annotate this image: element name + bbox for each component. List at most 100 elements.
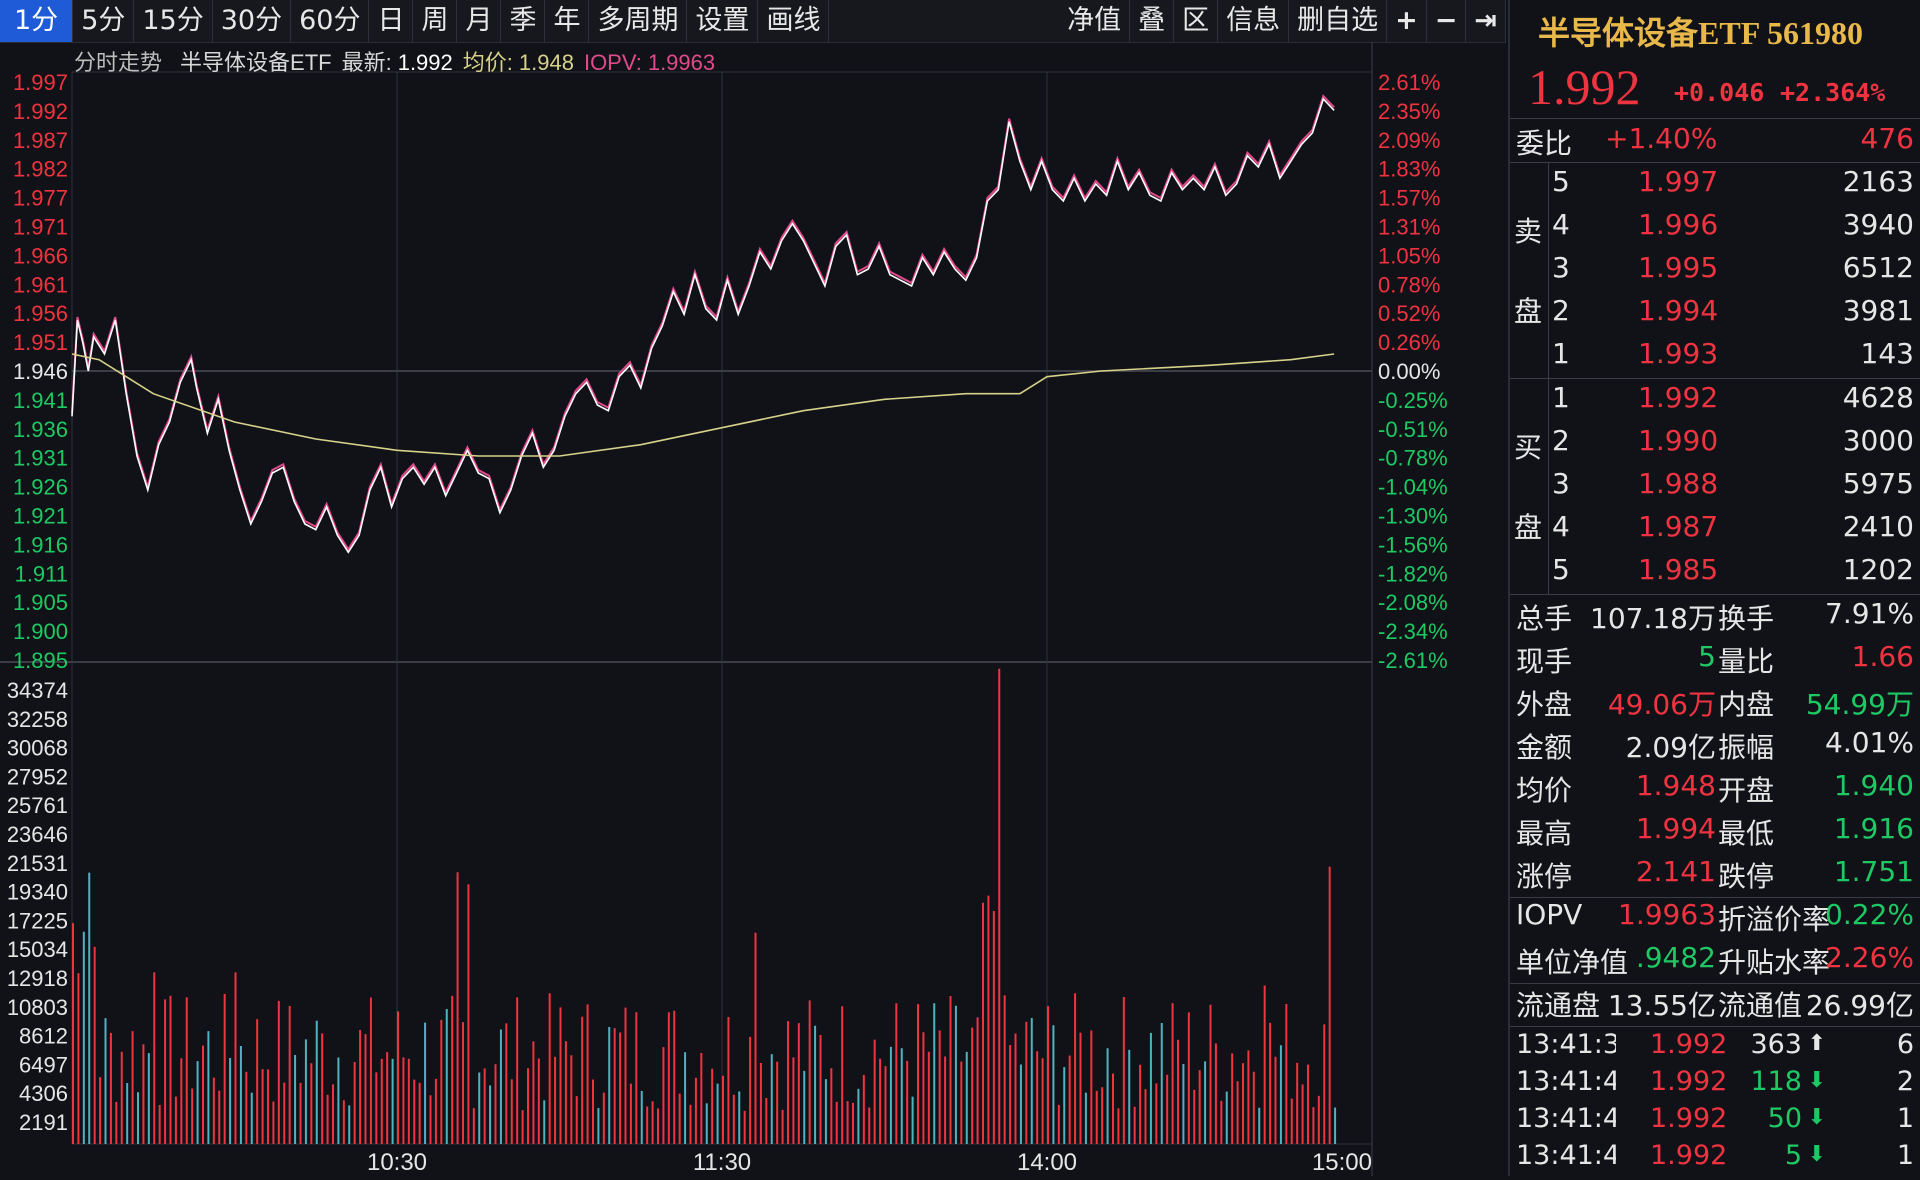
pct-tick-label: 1.83%	[1378, 157, 1440, 182]
zoom-in-icon[interactable]: +	[1387, 0, 1427, 42]
zoom-out-icon[interactable]: −	[1427, 0, 1467, 42]
security-title: 半导体设备ETF 561980	[1538, 15, 1864, 51]
stat-value: 107.18万	[1590, 602, 1716, 635]
pct-tick-label: -1.56%	[1378, 532, 1448, 557]
price-tick-label: 1.895	[13, 648, 68, 673]
price-tick-label: 1.971	[13, 215, 68, 240]
price-tick-label: 1.900	[13, 619, 68, 644]
pct-tick-label: 0.26%	[1378, 330, 1440, 355]
tick-price: 1.992	[1650, 1066, 1728, 1097]
jump-to-end-icon[interactable]: ⇥	[1466, 0, 1506, 42]
price-tick-label: 1.946	[13, 359, 68, 384]
divider	[1510, 983, 1920, 984]
volume-tick-label: 32258	[7, 707, 68, 732]
period-tab-1[interactable]: 5分	[73, 0, 135, 42]
toolbar-button-4[interactable]: 删自选	[1289, 0, 1388, 42]
pct-tick-label: -2.08%	[1378, 590, 1448, 615]
toolbar-button-1[interactable]: 叠	[1130, 0, 1175, 42]
period-tab-8[interactable]: 季	[501, 0, 546, 42]
bid-volume: 1202	[1842, 553, 1914, 586]
price-tick-label: 1.966	[13, 243, 68, 268]
stat-label: 最低	[1718, 817, 1775, 850]
period-tab-12[interactable]: 画线	[758, 0, 830, 42]
stat-value: .9482	[1635, 941, 1716, 974]
stat-label: 升贴水率	[1718, 946, 1831, 979]
weibi-label: 委比	[1516, 127, 1573, 160]
period-tab-0[interactable]: 1分	[0, 0, 74, 42]
price-tick-label: 1.921	[13, 504, 68, 529]
pct-tick-label: 1.31%	[1378, 215, 1440, 240]
price-tick-label: 1.992	[13, 99, 68, 124]
time-tick-label: 14:00	[1017, 1149, 1077, 1176]
pct-tick-label: -2.34%	[1378, 619, 1448, 644]
stat-label: 跌停	[1718, 860, 1775, 893]
arrow-down-icon: ⬇	[1807, 1142, 1826, 1167]
chart-svg[interactable]: 分时走势 半导体设备ETF 最新: 1.992 均价: 1.948 IOPV: 1.99631…	[0, 42, 1506, 1176]
tick-volume: 118	[1750, 1066, 1802, 1097]
period-tab-7[interactable]: 月	[457, 0, 502, 42]
stat-value: 0.22%	[1825, 898, 1914, 931]
volume-tick-label: 2191	[19, 1110, 68, 1135]
pct-tick-label: -1.04%	[1378, 475, 1448, 500]
pct-tick-label: -0.25%	[1378, 388, 1448, 413]
stat-label: 流通值	[1718, 989, 1803, 1022]
ask-level: 3	[1552, 251, 1570, 284]
quote-panel: 半导体设备ETF 561980 1.992 +0.046 +2.364% 委比 +…	[1508, 0, 1920, 1176]
intraday-chart[interactable]: 分时走势 半导体设备ETF 最新: 1.992 均价: 1.948 IOPV: 1.9963 1…	[0, 42, 1506, 1176]
time-tick-label: 11:30	[693, 1149, 751, 1176]
divider	[1510, 118, 1920, 119]
period-tab-9[interactable]: 年	[545, 0, 590, 42]
period-tab-6[interactable]: 周	[413, 0, 458, 42]
stat-label: 金额	[1516, 731, 1573, 764]
period-tab-3[interactable]: 30分	[213, 0, 292, 42]
tick-count: 1	[1896, 1103, 1914, 1134]
volume-tick-label: 10803	[7, 995, 68, 1020]
bid-price: 1.990	[1638, 424, 1719, 457]
volume-tick-label: 6497	[19, 1052, 68, 1077]
stat-value: 1.916	[1833, 812, 1914, 845]
toolbar-button-0[interactable]: 净值	[1059, 0, 1131, 42]
tick-count: 1	[1896, 1140, 1914, 1171]
tick-price: 1.992	[1650, 1103, 1728, 1134]
period-tab-2[interactable]: 15分	[134, 0, 213, 42]
weibi-pct: +1.40%	[1605, 122, 1718, 155]
pct-tick-label: 2.61%	[1378, 70, 1440, 95]
volume-tick-label: 27952	[7, 764, 68, 789]
bid-price: 1.988	[1638, 467, 1719, 500]
tick-volume: 5	[1784, 1140, 1802, 1171]
ask-level: 1	[1552, 337, 1570, 370]
tick-count: 2	[1896, 1066, 1914, 1097]
stat-label: 涨停	[1516, 860, 1573, 893]
price-tick-label: 1.977	[13, 186, 68, 211]
bid-price: 1.987	[1638, 510, 1719, 543]
tick-time: 13:41:45	[1516, 1103, 1616, 1134]
tick-time: 13:41:48	[1516, 1140, 1616, 1171]
price-tick-label: 1.941	[13, 388, 68, 413]
period-tab-10[interactable]: 多周期	[589, 0, 688, 42]
stat-value: 2.26%	[1825, 941, 1914, 974]
sell-label-1: 卖	[1514, 215, 1543, 248]
stat-value: 4.01%	[1825, 726, 1914, 759]
bid-volume: 3000	[1842, 424, 1914, 457]
stat-label: 现手	[1516, 645, 1573, 678]
pct-tick-label: -1.82%	[1378, 561, 1448, 586]
stat-value: 2.141	[1635, 855, 1716, 888]
stat-label: 均价	[1516, 774, 1573, 807]
toolbar-button-3[interactable]: 信息	[1218, 0, 1290, 42]
toolbar-button-2[interactable]: 区	[1174, 0, 1219, 42]
pct-tick-label: 1.57%	[1378, 186, 1440, 211]
bid-level: 5	[1552, 553, 1570, 586]
period-tab-4[interactable]: 60分	[291, 0, 370, 42]
price-tick-label: 1.926	[13, 475, 68, 500]
buy-label-1: 买	[1514, 431, 1543, 464]
stat-label: 折溢价率	[1718, 903, 1831, 936]
period-tab-5[interactable]: 日	[369, 0, 414, 42]
pct-tick-label: -0.51%	[1378, 417, 1448, 442]
stat-label: 流通盘	[1516, 989, 1601, 1022]
stat-value: 1.940	[1833, 769, 1914, 802]
divider	[1510, 162, 1920, 163]
volume-tick-label: 4306	[19, 1081, 68, 1106]
stat-label: 内盘	[1718, 688, 1775, 721]
period-tab-11[interactable]: 设置	[687, 0, 759, 42]
price-line	[71, 97, 1335, 554]
